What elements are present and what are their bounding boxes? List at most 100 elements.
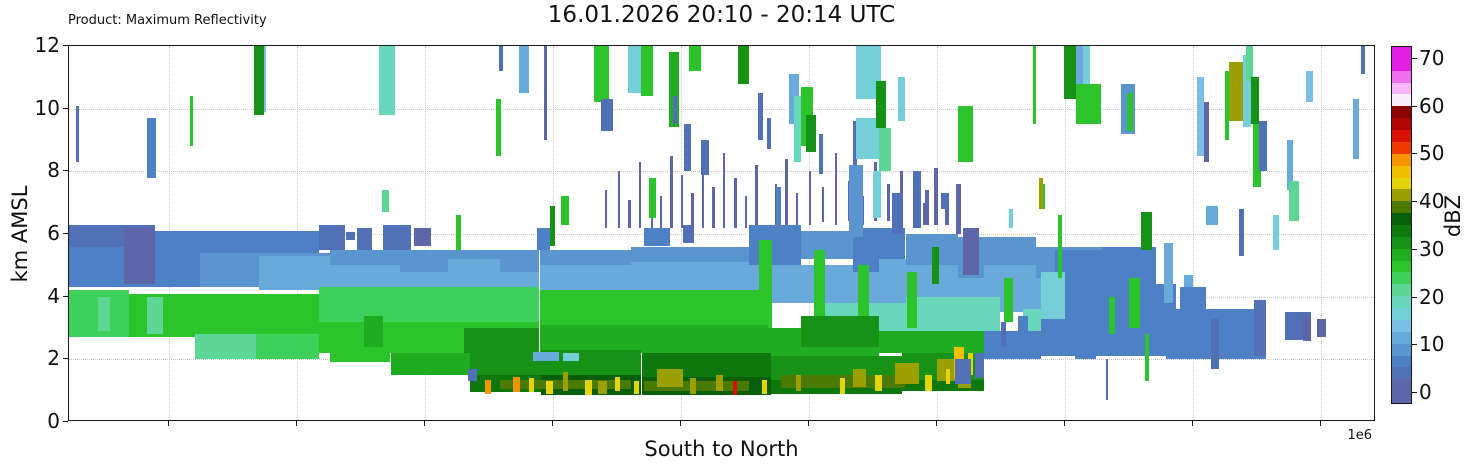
reflectivity-cell: [253, 46, 264, 115]
reflectivity-cell: [848, 165, 863, 238]
reflectivity-cell: [1101, 246, 1157, 285]
reflectivity-cell: [484, 379, 492, 394]
colorbar-band: [1392, 272, 1411, 285]
colorbar-tick: [1412, 57, 1417, 59]
reflectivity-cell: [716, 375, 723, 391]
reflectivity-cell: [539, 324, 769, 354]
reflectivity-cell: [748, 224, 801, 266]
reflectivity-cell: [789, 74, 799, 125]
reflectivity-cell: [600, 99, 613, 131]
chart-title: 16.01.2026 20:10 - 20:14 UTC: [547, 2, 896, 28]
reflectivity-cell: [983, 331, 1042, 360]
reflectivity-cell: [1211, 318, 1220, 369]
reflectivity-cell: [75, 105, 80, 162]
reflectivity-cell: [1064, 46, 1076, 100]
reflectivity-cell: [761, 379, 767, 394]
reflectivity-cell: [934, 168, 939, 225]
reflectivity-cell: [901, 379, 984, 391]
reflectivity-cell: [470, 353, 541, 375]
reflectivity-cell: [1105, 359, 1109, 400]
reflectivity-cell: [1076, 83, 1101, 125]
reflectivity-cell: [853, 368, 867, 388]
reflectivity-cell: [805, 114, 816, 153]
x-tick: [1063, 421, 1065, 426]
reflectivity-cell: [691, 193, 694, 228]
reflectivity-cell: [598, 381, 608, 394]
reflectivity-cell: [325, 232, 337, 242]
reflectivity-cell: [1361, 46, 1366, 75]
reflectivity-cell: [1140, 212, 1153, 250]
reflectivity-cell: [968, 353, 974, 375]
colorbar-band: [1392, 82, 1411, 95]
reflectivity-cell: [1224, 71, 1229, 140]
reflectivity-cell: [887, 183, 890, 222]
vertical-gridline: [680, 46, 682, 420]
reflectivity-cell: [644, 381, 749, 391]
reflectivity-cell: [683, 124, 691, 172]
x-tick: [1191, 421, 1193, 426]
reflectivity-cell: [390, 353, 471, 375]
y-tick-label: 10: [34, 95, 60, 120]
reflectivity-cell: [659, 196, 663, 228]
reflectivity-cell: [155, 230, 319, 256]
colorbar-band: [1392, 331, 1411, 345]
reflectivity-cell: [722, 152, 726, 228]
reflectivity-cell: [892, 193, 903, 234]
y-tick: [63, 233, 68, 234]
colorbar-band: [1392, 118, 1411, 131]
reflectivity-cell: [670, 155, 673, 228]
reflectivity-cell: [346, 232, 356, 241]
reflectivity-cell: [1003, 277, 1013, 322]
horizontal-gridline: [69, 171, 1374, 173]
y-tick-label: 12: [34, 33, 60, 57]
reflectivity-cell: [529, 378, 535, 393]
reflectivity-cell: [800, 230, 854, 260]
reflectivity-cell: [1144, 334, 1149, 382]
reflectivity-cell: [898, 77, 905, 122]
reflectivity-cell: [544, 46, 547, 140]
reflectivity-cell: [1033, 46, 1036, 125]
reflectivity-cell: [1180, 287, 1207, 310]
colorbar-band: [1392, 94, 1411, 107]
reflectivity-cell: [536, 227, 550, 250]
colorbar-band: [1392, 225, 1411, 238]
reflectivity-cell: [197, 309, 213, 338]
reflectivity-cell: [455, 215, 462, 250]
reflectivity-cell: [1253, 124, 1261, 187]
vertical-gridline: [937, 46, 938, 420]
y-tick-label: 4: [47, 283, 60, 308]
reflectivity-cell: [1009, 208, 1014, 228]
reflectivity-cell: [1206, 205, 1218, 225]
reflectivity-cell: [905, 296, 1000, 332]
reflectivity-cell: [1000, 321, 1007, 347]
reflectivity-cell: [467, 368, 477, 382]
reflectivity-cell: [1204, 102, 1209, 162]
reflectivity-cell: [785, 158, 788, 225]
reflectivity-cell: [513, 376, 520, 393]
y-tick-label: 6: [47, 221, 60, 245]
reflectivity-cell: [628, 46, 641, 93]
reflectivity-cell: [688, 46, 701, 72]
colorbar-band: [1392, 106, 1411, 119]
reflectivity-cell: [561, 196, 569, 225]
reflectivity-cell: [97, 296, 110, 332]
product-label: Product: Maximum Reflectivity: [68, 13, 267, 28]
reflectivity-cell: [1254, 299, 1267, 357]
colorbar-band: [1392, 379, 1411, 392]
reflectivity-cell: [852, 121, 857, 166]
reflectivity-cell: [1289, 180, 1300, 222]
colorbar-band: [1392, 47, 1411, 60]
reflectivity-cell: [875, 80, 886, 128]
reflectivity-cell: [604, 190, 608, 228]
reflectivity-cell: [963, 227, 979, 275]
colorbar-tick: [1412, 248, 1417, 250]
reflectivity-cell: [123, 227, 156, 285]
colorbar-band: [1392, 130, 1411, 143]
colorbar-band: [1392, 248, 1411, 262]
reflectivity-cell: [382, 224, 412, 250]
reflectivity-cell: [712, 187, 715, 228]
x-tick: [424, 421, 425, 426]
colorbar-tick: [1412, 201, 1417, 203]
reflectivity-cell: [819, 133, 824, 175]
